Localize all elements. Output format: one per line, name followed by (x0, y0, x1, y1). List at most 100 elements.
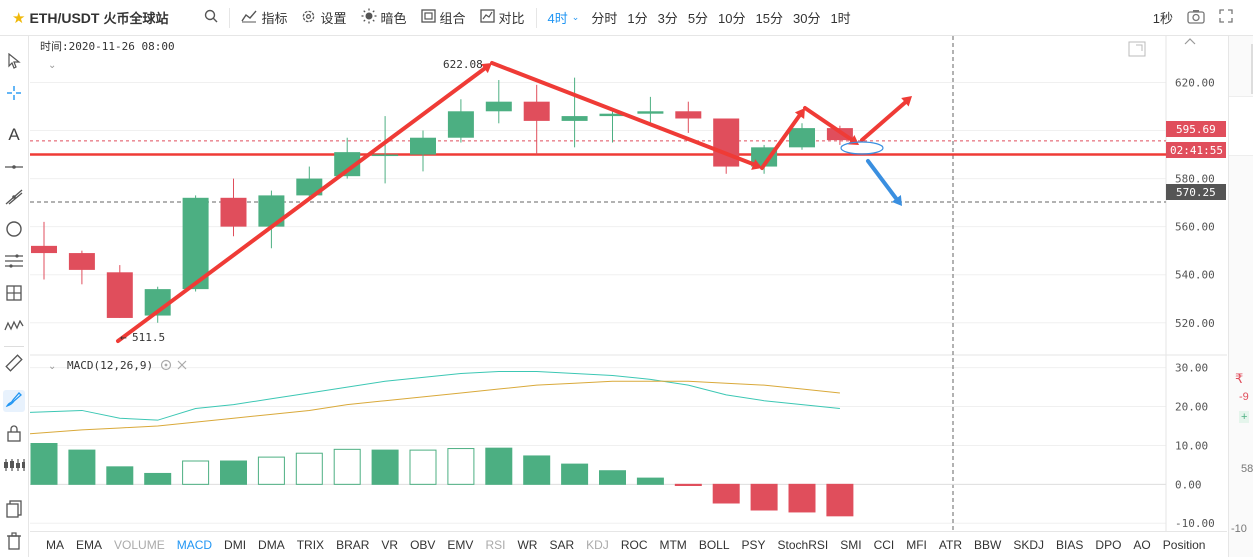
indicator-tab[interactable]: BBW (974, 537, 1002, 552)
chevron-down-icon[interactable]: ⌄ (48, 361, 56, 372)
interval-item[interactable]: 10分 (713, 0, 750, 36)
star-icon[interactable]: ★ (12, 9, 26, 27)
interval-dropdown[interactable]: 4时 ⌄ (541, 0, 587, 36)
annotation-ellipse (840, 141, 884, 155)
symbol-selector[interactable]: ★ ETH/USDT 火币全球站 (0, 0, 175, 36)
macd-tick: 10.00 (1175, 439, 1208, 452)
indicator-tab[interactable]: MTM (659, 537, 687, 552)
indicators-icon (241, 9, 258, 26)
indicator-tab[interactable]: ATR (938, 537, 963, 552)
macd-close-icon[interactable] (177, 360, 187, 370)
interval-item[interactable]: 分时 (586, 0, 622, 36)
price-chart[interactable]: 620.00600.00580.00560.00540.00520.0030.0… (29, 36, 1227, 531)
indicator-tab[interactable]: SAR (549, 537, 575, 552)
screenshot-button[interactable] (1180, 0, 1212, 36)
interval-item[interactable]: 3分 (653, 0, 683, 36)
trendline-icon (5, 188, 23, 210)
wave-tool[interactable] (3, 316, 25, 338)
indicator-tab[interactable]: SKDJ (1013, 537, 1045, 552)
annotation-arrow-down (490, 61, 760, 168)
indicator-tab[interactable]: DPO (1095, 537, 1122, 552)
fullscreen-button[interactable] (1212, 0, 1253, 36)
chevron-down-icon: ⌄ (571, 12, 580, 22)
expand-icon[interactable] (1128, 41, 1146, 57)
fib-tool[interactable] (3, 252, 25, 274)
indicator-tab[interactable]: ROC (620, 537, 648, 552)
interval-item[interactable]: 1分 (622, 0, 652, 36)
indicator-tab[interactable]: EMV (447, 537, 474, 552)
indicator-tab[interactable]: RSI (485, 537, 506, 552)
indicator-tab[interactable]: AO (1133, 537, 1151, 552)
brush-tool[interactable] (3, 390, 25, 412)
grid-tool[interactable] (3, 284, 25, 306)
indicator-tab[interactable]: CCI (873, 537, 895, 552)
interval-active-label: 4时 (547, 11, 568, 26)
macd-histogram-bar (68, 449, 96, 485)
text-tool[interactable]: A (3, 124, 25, 146)
macd-histogram-bar (674, 483, 702, 487)
price-tick: 620.00 (1175, 76, 1215, 89)
macd-histogram-bar (523, 455, 551, 485)
compare-button[interactable]: 对比 (473, 0, 532, 36)
macd-tick: 30.00 (1175, 362, 1208, 375)
search-button[interactable] (197, 0, 225, 36)
dark-mode-button[interactable]: 暗色 (354, 0, 414, 36)
indicator-tab[interactable]: DMA (258, 537, 285, 552)
indicator-tab[interactable]: Position (1162, 537, 1206, 552)
chart-area[interactable]: 620.00600.00580.00560.00540.00520.0030.0… (29, 36, 1227, 531)
trash-icon (6, 532, 22, 554)
candles-toggle[interactable] (3, 456, 25, 478)
indicator-tab[interactable]: BOLL (698, 537, 730, 552)
interval-item[interactable]: 15分 (751, 0, 788, 36)
indicator-tab[interactable]: KDJ (586, 537, 609, 552)
pages-tool[interactable] (3, 500, 25, 522)
delete-tool[interactable] (3, 532, 25, 554)
annotation-arrow-blue (866, 159, 900, 203)
trendline-tool[interactable] (3, 188, 25, 210)
chevron-down-icon[interactable]: ⌄ (48, 60, 56, 71)
indicator-tab[interactable]: SMI (840, 537, 862, 552)
ruler-tool[interactable] (3, 354, 25, 376)
refresh-rate[interactable]: 1秒 (1146, 0, 1180, 36)
indicator-tab[interactable]: TRIX (296, 537, 325, 552)
indicator-tab[interactable]: MFI (906, 537, 927, 552)
strip-text: -9 (1239, 391, 1249, 403)
arrow-head (794, 108, 805, 119)
lock-tool[interactable] (3, 424, 25, 446)
macd-histogram-bar (295, 452, 323, 485)
price-tick: 520.00 (1175, 317, 1215, 330)
indicator-tab[interactable]: VR (381, 537, 399, 552)
candle-body (372, 154, 399, 157)
indicators-button[interactable]: 指标 (234, 0, 294, 36)
interval-item[interactable]: 1时 (825, 0, 855, 36)
combo-button[interactable]: 组合 (414, 0, 473, 36)
settings-button[interactable]: 设置 (294, 0, 353, 36)
candle-body (68, 253, 95, 270)
hline-tool[interactable] (3, 156, 25, 178)
indicator-tab[interactable]: OBV (410, 537, 436, 552)
indicator-tab[interactable]: StochRSI (777, 537, 829, 552)
interval-item[interactable]: 5分 (683, 0, 713, 36)
candle-body (447, 111, 474, 138)
candle-body (31, 245, 57, 254)
indicator-tab[interactable]: BIAS (1056, 537, 1084, 552)
crosshair-tool[interactable] (3, 84, 25, 106)
compare-label: 对比 (498, 11, 525, 26)
indicator-tab[interactable]: MACD (176, 537, 213, 552)
chevron-up-icon[interactable] (1184, 38, 1196, 45)
indicator-tab[interactable]: VOLUME (114, 537, 165, 552)
indicator-tab[interactable]: DMI (224, 537, 247, 552)
macd-histogram-bar (371, 449, 399, 485)
indicator-tab[interactable]: PSY (741, 537, 766, 552)
cursor-tool[interactable] (3, 52, 25, 74)
indicator-tab[interactable]: WR (517, 537, 538, 552)
interval-item[interactable]: 30分 (788, 0, 825, 36)
shape-tool[interactable] (3, 220, 25, 242)
indicator-tab[interactable]: EMA (76, 537, 103, 552)
indicator-tab[interactable]: BRAR (336, 537, 370, 552)
macd-settings-icon[interactable] (160, 359, 172, 371)
macd-histogram-bar (409, 449, 437, 485)
indicator-tab[interactable]: MA (46, 537, 64, 552)
divider (4, 346, 24, 347)
candle-body (637, 111, 664, 114)
